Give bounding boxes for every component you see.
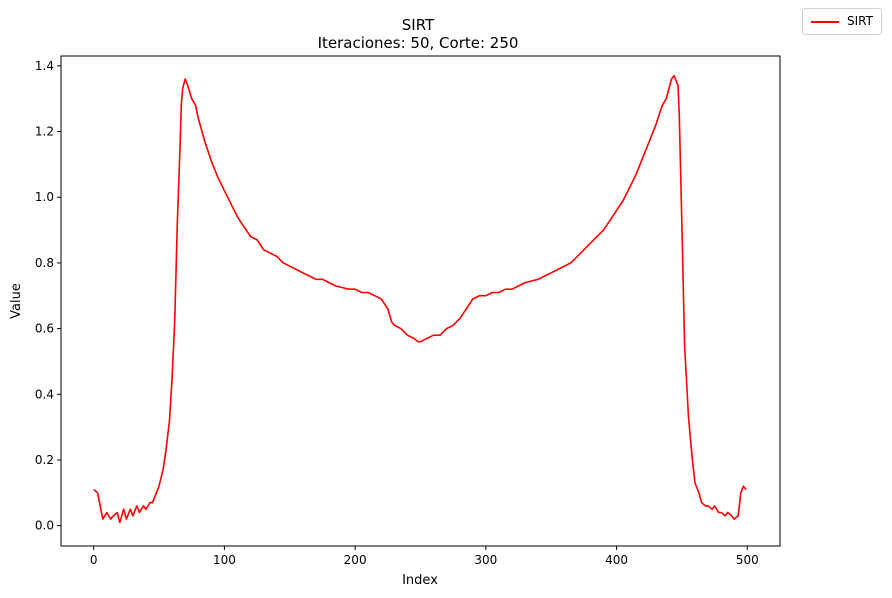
plot-area: 0 100 200 300 400 500 0.0 0.2 0.4 0.6 0.8 1.0 1.2 1.4 [35, 55, 781, 567]
legend: SIRT [802, 8, 882, 35]
legend-line-swatch [811, 21, 839, 23]
y-tick-label: 0.2 [35, 453, 54, 467]
x-tick-label: 100 [213, 553, 236, 567]
x-tick-label: 400 [605, 553, 628, 567]
x-tick-label: 500 [736, 553, 759, 567]
series-line-0 [93, 74, 747, 524]
x-axis-label: Index [402, 573, 438, 588]
y-tick-label: 1.2 [35, 125, 54, 139]
x-tick-label: 0 [90, 553, 98, 567]
legend-label: SIRT [847, 14, 873, 28]
y-tick-label: 0.0 [35, 519, 54, 533]
y-tick-label: 0.6 [35, 322, 54, 336]
chart-title: SIRT [402, 16, 435, 34]
y-axis-label: Value [9, 283, 24, 319]
y-tick-label: 0.4 [35, 387, 54, 401]
x-tick-label: 200 [344, 553, 367, 567]
y-tick-label: 0.8 [35, 256, 54, 270]
x-tick-label: 300 [474, 553, 497, 567]
plot-frame [60, 55, 781, 547]
y-tick-label: 1.4 [35, 59, 54, 73]
chart-subtitle: Iteraciones: 50, Corte: 250 [318, 34, 519, 52]
y-tick-label: 1.0 [35, 190, 54, 204]
